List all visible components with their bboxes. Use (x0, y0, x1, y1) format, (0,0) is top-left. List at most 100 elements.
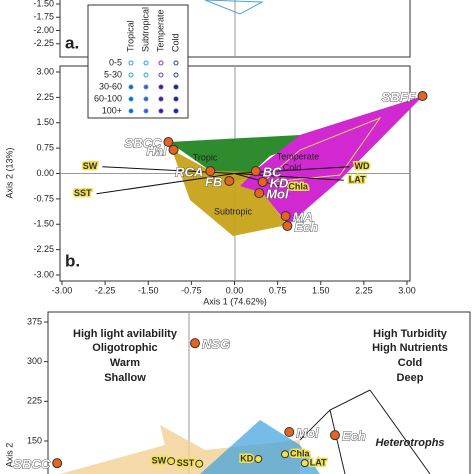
site-label: SBFF (382, 89, 417, 104)
y-tick-label: -2.25 (33, 244, 54, 254)
site-point (329, 430, 340, 441)
site-point (224, 175, 235, 186)
legend-row: 0-5 (109, 57, 122, 67)
vector-label: Chla (290, 449, 310, 459)
legend-symbol (143, 72, 149, 78)
annotation: Oligotrophic (92, 342, 157, 354)
site-point (282, 220, 293, 231)
site-label: Mol (296, 425, 319, 440)
annotation: High light avilability (73, 328, 178, 340)
site-point (284, 426, 295, 437)
hull-temperate (240, 96, 423, 225)
y-tick-label: 0.75 (36, 143, 54, 153)
legend-symbol (158, 84, 164, 90)
site-point (254, 188, 265, 199)
site-point (280, 211, 291, 222)
y-tick-label: -1.50 (33, 0, 54, 8)
annotation: Cold (398, 357, 422, 369)
legend-column: Tropical (125, 20, 135, 52)
vector-label: SST (177, 458, 195, 468)
legend-symbol (143, 84, 149, 90)
panel-label: a. (65, 33, 79, 52)
site-label: Ech (294, 219, 318, 234)
site-label: SBCC (125, 135, 162, 150)
legend-column: Temperate (155, 9, 165, 52)
legend-symbol (173, 72, 179, 78)
site-point (52, 458, 63, 469)
legend-symbol (158, 108, 164, 114)
site-label: SBCC (13, 457, 50, 472)
legend-column: Subtropical (140, 7, 150, 52)
y-tick-label: -1.75 (33, 12, 54, 22)
vector-label: LAT (349, 175, 366, 185)
bracket (299, 389, 431, 474)
legend-box (87, 4, 189, 119)
y-tick-label: -0.75 (33, 193, 54, 203)
vector-label: SST (74, 188, 92, 198)
site-point (257, 176, 268, 187)
site-point (250, 166, 261, 177)
site-label: Hal (146, 143, 167, 158)
legend-symbol (173, 60, 179, 66)
vector-label: KD (240, 453, 253, 463)
legend-symbol (128, 108, 134, 114)
legend-symbol (158, 96, 164, 102)
legend-symbol (158, 60, 164, 66)
hull-fragment (204, 0, 264, 15)
x-tick-label: 0.00 (226, 285, 244, 295)
y-tick-label: -2.25 (33, 38, 54, 48)
hull-cold (260, 116, 382, 184)
legend-symbol (173, 96, 179, 102)
panel-c-frame (47, 311, 471, 474)
x-tick-label: 2.25 (355, 285, 373, 295)
legend-row: 5-30 (104, 69, 122, 79)
vector-label: Chla (288, 181, 308, 191)
x-axis-label: Axis 1 (74.62%) (203, 296, 267, 306)
group-label: Subtropic (214, 206, 253, 216)
legend-symbol (128, 60, 134, 66)
vector-point (281, 450, 290, 459)
site-label: KD (270, 175, 289, 190)
legend-row: 60-100 (94, 93, 122, 103)
layer: -1.50 -1.75 -2.00 -2.25 a. Tropical Subtropica… (4, 0, 448, 472)
x-tick-label: -2.25 (95, 285, 116, 295)
legend-symbol (128, 72, 134, 78)
group-label: Tropic (193, 152, 218, 162)
vector-point (195, 459, 204, 468)
site-label: NSG (202, 337, 230, 352)
legend-symbol (143, 60, 149, 66)
vector-point (300, 459, 309, 468)
annotation: High Nutrients (372, 342, 448, 354)
vector-label: LAT (310, 458, 327, 468)
legend-row: 100+ (102, 105, 122, 115)
legend-symbol (128, 96, 134, 102)
legend-symbol (143, 96, 149, 102)
group-label: Cold (283, 162, 302, 172)
site-label: BC (263, 165, 282, 180)
x-tick-label: 1.50 (312, 285, 330, 295)
site-point (163, 137, 174, 148)
site-point (189, 338, 200, 349)
site-label: MA (293, 210, 313, 225)
annotation: Shallow (104, 372, 146, 384)
vector-point (254, 454, 263, 463)
annotation: Deep (397, 372, 424, 384)
vector-label: SW (83, 161, 98, 171)
annotation: High Turbidity (373, 328, 448, 340)
x-tick-label: 3.00 (398, 285, 416, 295)
site-label: Ech (342, 429, 366, 444)
hull-cloud (200, 420, 320, 474)
legend-symbol (173, 84, 179, 90)
y-tick-label: 150 (27, 435, 42, 445)
legend-symbol (128, 84, 134, 90)
legend-column: Cold (170, 33, 180, 52)
legend-row: 30-60 (99, 81, 122, 91)
y-tick-label: -3.00 (33, 269, 54, 279)
site-point (168, 144, 179, 155)
vector-point (167, 457, 176, 466)
site-point (417, 91, 428, 102)
x-tick-label: -1.50 (138, 285, 159, 295)
legend-symbol (158, 72, 164, 78)
group-label: Temperate (277, 151, 320, 161)
